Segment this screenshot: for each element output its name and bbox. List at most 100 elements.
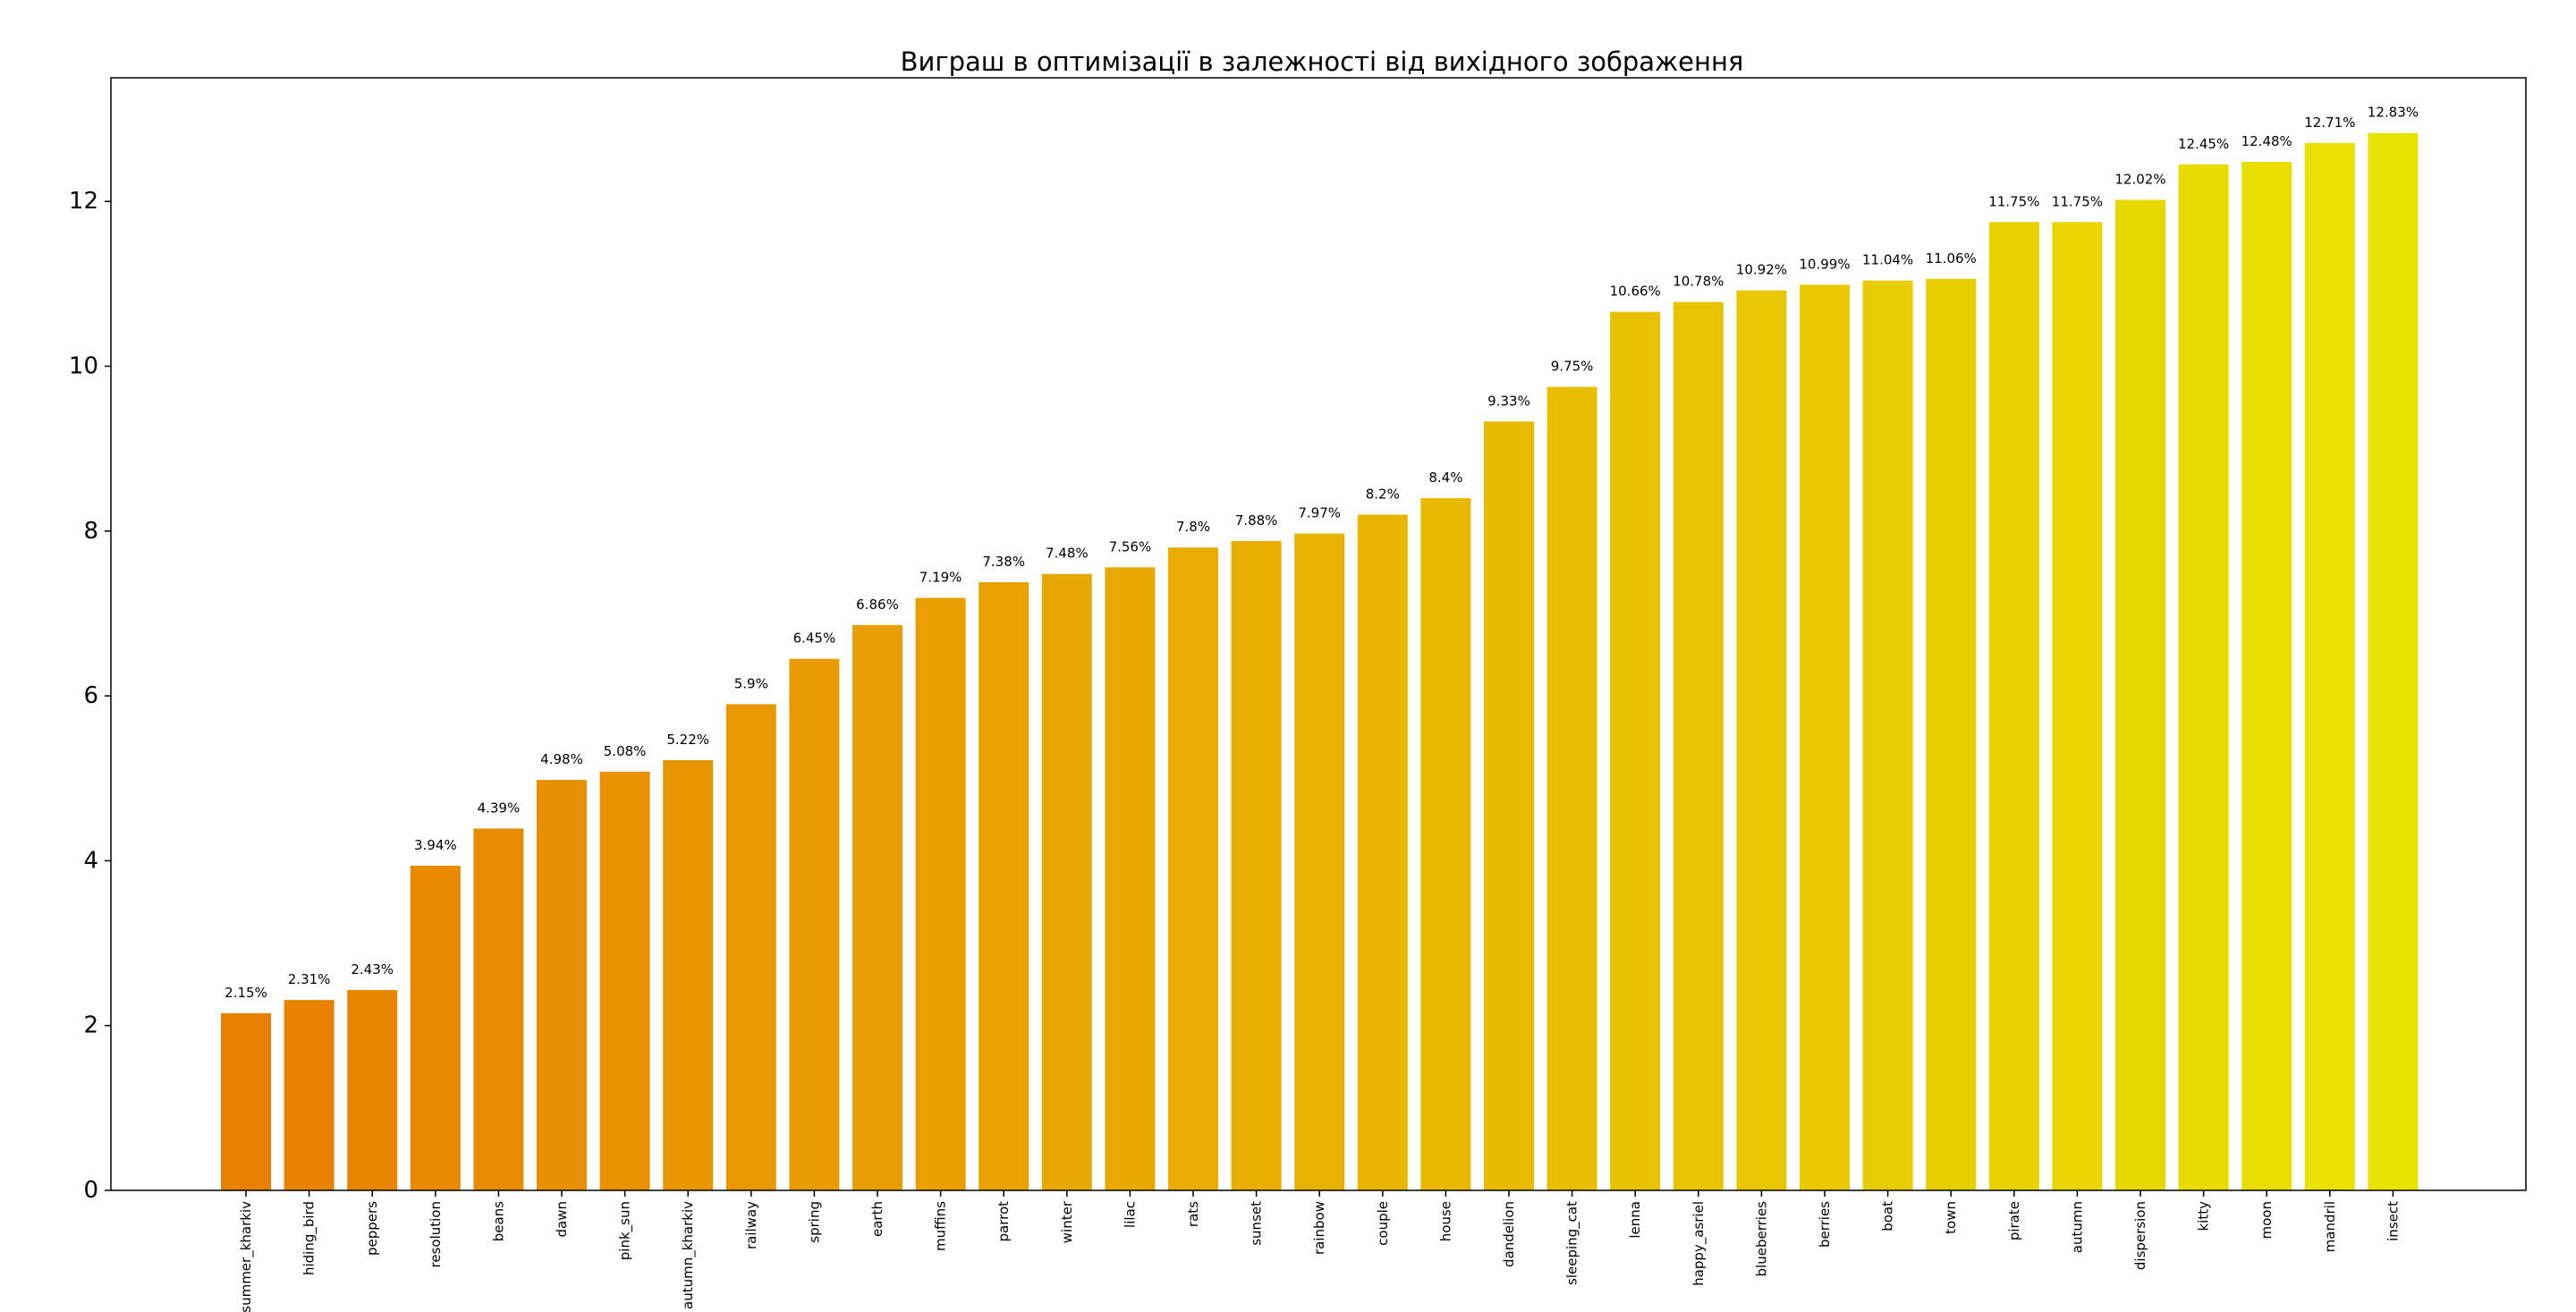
bar-dispersion [2115,199,2165,1190]
bar-dandelion [1484,421,1534,1190]
x-tick-label: blueberries [1753,1201,1769,1277]
x-tick-label: house [1437,1201,1453,1241]
y-tick-label: 0 [83,1177,98,1204]
bar-berries [1800,284,1850,1190]
bar-resolution [410,865,461,1190]
x-tick-label: mandril [2322,1201,2338,1252]
x-tick-label: happy_asriel [1690,1201,1707,1286]
data-label-autumn_kharkiv: 5.22% [666,732,709,748]
data-label-autumn: 11.75% [2052,193,2103,209]
x-tick-label: lilac [1122,1201,1138,1228]
data-label-peppers: 2.43% [351,961,394,978]
data-label-sleeping_cat: 9.75% [1551,359,1594,375]
x-tick-label: sleeping_cat [1564,1201,1581,1285]
bar-sunset [1231,540,1282,1190]
x-tick-label: insect [2385,1201,2401,1241]
x-tick-label: dawn [554,1201,570,1238]
data-label-moon: 12.48% [2241,133,2292,149]
data-label-beans: 4.39% [478,800,521,816]
data-label-dispersion: 12.02% [2114,171,2165,187]
x-tick-label: berries [1817,1201,1833,1248]
data-label-lilac: 7.56% [1109,538,1152,554]
x-tick-label: hiding_bird [301,1201,318,1275]
x-tick-label: lenna [1627,1201,1643,1239]
x-tick-label: pink_sun [617,1201,634,1260]
bar-boat [1862,280,1913,1190]
data-label-muffins: 7.19% [919,569,962,585]
data-label-berries: 10.99% [1799,256,1850,272]
bar-parrot [979,581,1030,1190]
data-label-railway: 5.9% [734,675,768,691]
data-label-lenna: 10.66% [1610,284,1661,300]
x-tick-label: dandelion [1501,1201,1517,1267]
bar-insect [2368,132,2419,1190]
y-tick-label: 8 [83,518,98,545]
x-tick-label: earth [869,1201,886,1237]
data-label-resolution: 3.94% [414,837,457,853]
x-tick-label: rats [1185,1201,1201,1227]
data-label-pink_sun: 5.08% [604,743,647,759]
bar-rainbow [1294,533,1345,1190]
y-tick-label: 6 [83,682,98,709]
data-label-spring: 6.45% [793,631,836,647]
data-label-insect: 12.83% [2368,105,2419,121]
x-tick-label: kitty [2196,1201,2212,1232]
data-label-rats: 7.8% [1176,519,1210,535]
data-label-sunset: 7.88% [1235,512,1278,529]
plot-area-frame [110,77,2527,1191]
x-tick-label: winter [1059,1200,1075,1243]
x-tick-label: town [1943,1201,1959,1234]
x-tick-label: couple [1375,1201,1391,1246]
bar-summer_kharkiv [221,1012,271,1190]
data-label-pirate: 11.75% [1988,193,2039,209]
bar-dawn [537,780,587,1190]
y-tick-label: 2 [83,1012,98,1039]
bar-pirate [1988,222,2039,1190]
x-tick-label: rainbow [1311,1201,1327,1255]
data-label-dawn: 4.98% [540,751,583,767]
bar-spring [789,658,840,1190]
bars-group: 2.15% 2.31% 2.43% 3.94% 4.39% 4.98% 5.08% 5.22%… [221,105,2419,1191]
x-tick-label: peppers [364,1201,380,1256]
bar-happy_asriel [1673,301,1724,1191]
data-label-hiding_bird: 2.31% [288,971,331,987]
data-label-kitty: 12.45% [2178,136,2229,152]
data-label-summer_kharkiv: 2.15% [225,985,267,1001]
data-label-boat: 11.04% [1862,252,1913,268]
y-tick-label: 10 [69,353,98,380]
bar-town [1926,278,1977,1190]
data-label-earth: 6.86% [856,597,899,613]
x-tick-label: spring [806,1201,822,1243]
x-tick-label: autumn [2069,1201,2085,1253]
x-axis: summer_kharkiv hiding_bird peppers resoluti… [238,1190,2401,1312]
data-label-rainbow: 7.97% [1298,505,1341,521]
bar-hiding_bird [284,1000,335,1190]
x-tick-label: boat [1880,1201,1896,1232]
data-label-mandril: 12.71% [2304,114,2355,131]
y-axis: 0 2 4 6 8 10 12 [69,188,111,1204]
bar-lenna [1610,311,1661,1190]
bar-earth [852,624,902,1190]
bar-beans [473,828,524,1190]
bar-couple [1357,514,1408,1190]
bar-moon [2241,161,2292,1191]
x-tick-label: summer_kharkiv [238,1201,255,1312]
data-label-couple: 8.2% [1366,486,1400,502]
data-label-dandelion: 9.33% [1487,393,1530,409]
bar-blueberries [1736,290,1787,1191]
x-tick-label: railway [743,1201,759,1249]
bar-kitty [2178,164,2229,1190]
data-label-winter: 7.48% [1046,546,1089,562]
x-tick-label: sunset [1249,1201,1265,1246]
data-label-house: 8.4% [1428,470,1462,486]
bar-winter [1041,573,1092,1190]
data-label-parrot: 7.38% [982,554,1025,570]
bar-mandril [2304,142,2355,1191]
x-tick-label: autumn_kharkiv [680,1201,697,1309]
bar-lilac [1105,567,1156,1190]
bar-autumn [2052,222,2103,1190]
x-tick-label: muffins [933,1201,949,1251]
y-tick-label: 4 [83,847,98,874]
bar-pink_sun [599,771,650,1190]
